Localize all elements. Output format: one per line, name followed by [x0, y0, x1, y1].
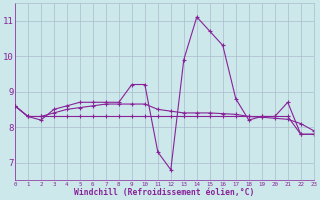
X-axis label: Windchill (Refroidissement éolien,°C): Windchill (Refroidissement éolien,°C)	[74, 188, 254, 197]
